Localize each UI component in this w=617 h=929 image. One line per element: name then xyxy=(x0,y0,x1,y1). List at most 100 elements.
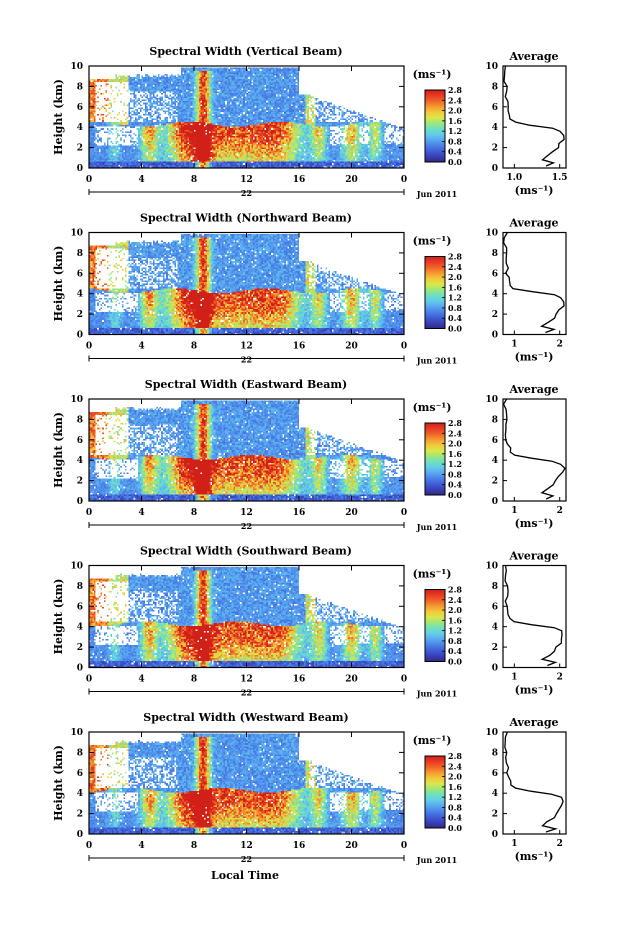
x-tick-label: 0 xyxy=(86,508,92,518)
colorbar xyxy=(424,89,446,163)
average-y-tick-label: 0 xyxy=(492,830,498,840)
colorbar-tick-label: 0.0 xyxy=(448,490,462,500)
date-month-label: Jun 2011 xyxy=(416,689,457,699)
y-tick-label: 8 xyxy=(77,82,83,92)
average-x-tick-label: 2 xyxy=(557,839,563,849)
colorbar-tick-label: 2.8 xyxy=(448,585,462,595)
colorbar-tick-label: 0.4 xyxy=(448,813,462,823)
y-axis-label: Height (km) xyxy=(52,412,65,488)
colorbar-unit-label: (ms⁻¹) xyxy=(413,401,452,414)
average-y-tick-label: 10 xyxy=(485,229,498,239)
x-tick-label: 8 xyxy=(191,342,197,352)
y-tick-label: 4 xyxy=(77,623,83,633)
average-x-tick-label: 1 xyxy=(511,673,517,683)
average-y-tick-label: 0 xyxy=(492,164,498,174)
average-y-tick-label: 4 xyxy=(492,623,498,633)
x-tick-label: 4 xyxy=(138,841,144,851)
average-y-tick-label: 0 xyxy=(492,331,498,341)
y-tick-label: 0 xyxy=(77,164,83,174)
average-y-tick-label: 4 xyxy=(492,123,498,133)
x-tick-label: 12 xyxy=(240,175,253,185)
average-y-tick-label: 10 xyxy=(485,62,498,72)
y-tick-label: 6 xyxy=(77,436,83,446)
y-tick-label: 10 xyxy=(70,395,83,405)
y-tick-label: 10 xyxy=(70,728,83,738)
average-profile-line xyxy=(502,398,566,500)
average-x-tick-label: 2 xyxy=(557,506,563,516)
colorbar-tick-label: 0.8 xyxy=(448,469,462,479)
y-tick-label: 2 xyxy=(77,144,83,154)
x-tick-label: 20 xyxy=(345,675,358,685)
colorbar-tick-label: 2.4 xyxy=(448,595,462,605)
y-axis-label: Height (km) xyxy=(52,579,65,655)
date-day-label: 22 xyxy=(241,688,252,698)
average-y-tick-label: 6 xyxy=(492,103,498,113)
date-day-label: 22 xyxy=(241,854,252,864)
colorbar-tick-label: 0.4 xyxy=(448,147,462,157)
colorbar xyxy=(424,589,446,662)
x-tick-label: 20 xyxy=(345,175,358,185)
x-tick-label: 0 xyxy=(86,675,92,685)
heatmap-image xyxy=(89,732,404,834)
average-title: Average xyxy=(508,50,558,63)
y-tick-label: 4 xyxy=(77,789,83,799)
x-tick-label: 0 xyxy=(86,175,92,185)
average-y-tick-label: 0 xyxy=(492,497,498,507)
y-tick-label: 8 xyxy=(77,415,83,425)
y-tick-label: 8 xyxy=(77,249,83,259)
x-tick-label: 8 xyxy=(191,675,197,685)
colorbar-tick-label: 0.8 xyxy=(448,802,462,812)
average-y-tick-label: 8 xyxy=(492,249,498,259)
heatmap-image xyxy=(89,399,404,501)
average-y-tick-label: 8 xyxy=(492,415,498,425)
colorbar-tick-label: 2.0 xyxy=(448,772,462,782)
average-y-tick-label: 4 xyxy=(492,456,498,466)
colorbar-tick-label: 0.0 xyxy=(448,657,462,667)
panel-title: Spectral Width (Westward Beam) xyxy=(143,711,348,724)
x-tick-label: 4 xyxy=(138,342,144,352)
y-axis-label: Height (km) xyxy=(52,745,65,821)
y-tick-label: 10 xyxy=(70,229,83,239)
colorbar-tick-label: 2.0 xyxy=(448,272,462,282)
x-tick-label: 8 xyxy=(191,175,197,185)
colorbar xyxy=(424,256,446,329)
y-tick-label: 0 xyxy=(77,830,83,840)
colorbar-tick-label: 1.2 xyxy=(448,792,462,802)
panel-vertical: Spectral Width (Vertical Beam) 0 2 4 6 8 10 0 4 8… xyxy=(52,45,568,199)
panel-title: Spectral Width (Northward Beam) xyxy=(140,212,352,225)
y-tick-label: 6 xyxy=(77,769,83,779)
colorbar-tick-label: 1.6 xyxy=(448,615,462,625)
x-tick-label: 4 xyxy=(138,175,144,185)
x-tick-label: 8 xyxy=(191,508,197,518)
colorbar-tick-label: 2.8 xyxy=(448,85,462,95)
y-tick-label: 0 xyxy=(77,664,83,674)
y-tick-label: 6 xyxy=(77,103,83,113)
colorbar-tick-label: 0.0 xyxy=(448,823,462,833)
x-tick-label: 0 xyxy=(401,675,407,685)
x-tick-label: 0 xyxy=(401,175,407,185)
x-tick-label: 16 xyxy=(293,508,306,518)
average-y-tick-label: 6 xyxy=(492,269,498,279)
x-tick-label: 0 xyxy=(401,508,407,518)
colorbar-tick-label: 0.0 xyxy=(448,157,462,167)
y-tick-label: 6 xyxy=(77,602,83,612)
average-y-tick-label: 0 xyxy=(492,664,498,674)
colorbar-tick-label: 1.6 xyxy=(448,782,462,792)
average-title: Average xyxy=(508,550,558,563)
x-tick-label: 0 xyxy=(86,841,92,851)
average-x-label: (ms⁻¹) xyxy=(515,850,554,863)
heatmap-image xyxy=(89,232,404,335)
panel-title: Spectral Width (Vertical Beam) xyxy=(149,45,342,58)
colorbar-tick-label: 2.8 xyxy=(448,418,462,428)
panel-title: Spectral Width (Southward Beam) xyxy=(140,545,352,558)
average-profile-line xyxy=(503,65,565,167)
colorbar-tick-label: 2.4 xyxy=(448,95,462,105)
y-tick-label: 4 xyxy=(77,456,83,466)
